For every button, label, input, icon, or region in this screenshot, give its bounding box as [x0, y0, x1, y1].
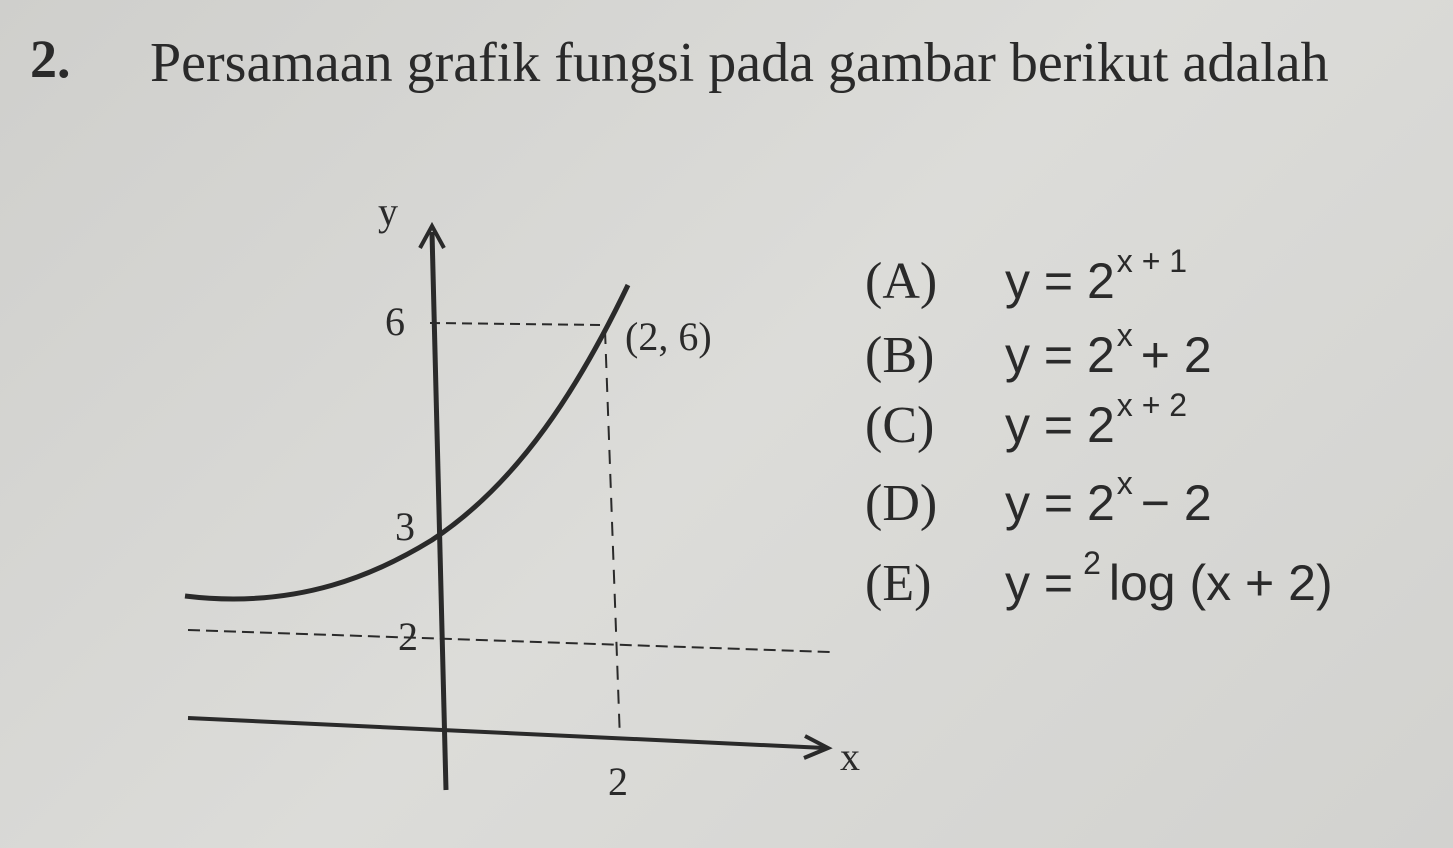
- option-letter: (D): [865, 475, 937, 532]
- equation-rest: − 2: [1141, 475, 1212, 531]
- tick-label: 2: [398, 614, 418, 659]
- equation-base: y = 2: [1005, 327, 1115, 383]
- options: (A) y = 2x + 1(B) y = 2x + 2(C) y = 2x + 2(D…: [865, 243, 1333, 612]
- x-axis: [187, 716, 826, 750]
- option-letter: (A): [865, 253, 937, 310]
- equation-sup: x: [1117, 465, 1133, 501]
- equation-base: y = 2: [1005, 253, 1115, 309]
- option-letter: (C): [865, 397, 934, 454]
- y-axis: [429, 231, 449, 791]
- equation-rest: log (x + 2): [1109, 555, 1333, 611]
- equation-sup: x: [1117, 317, 1133, 353]
- option-letter: (E): [865, 555, 931, 612]
- equation-base: y = 2: [1005, 475, 1115, 531]
- y-arrow: [418, 221, 446, 249]
- equation-rest: + 2: [1141, 327, 1212, 383]
- curve: [184, 283, 631, 602]
- dash-x2: [604, 329, 621, 741]
- option-letter: (B): [865, 327, 934, 384]
- point-label: (2, 6): [625, 314, 712, 359]
- equation-base: y =: [1005, 555, 1073, 611]
- option-equation: y = 2x + 1: [1005, 243, 1187, 309]
- x-axis-label: x: [840, 734, 860, 779]
- equation-sup: x + 1: [1117, 243, 1187, 279]
- y-axis-label: y: [378, 189, 398, 234]
- equation-sup: 2: [1083, 545, 1101, 581]
- graph-lines: [184, 221, 833, 791]
- asymptote: [187, 629, 831, 653]
- question-number: 2.: [30, 29, 71, 89]
- equation-base: y = 2: [1005, 397, 1115, 453]
- tick-label: 3: [395, 504, 415, 549]
- option-equation: y = 2x − 2: [1005, 465, 1212, 531]
- x-arrow: [803, 734, 833, 760]
- tick-label: 6: [385, 299, 405, 344]
- equation-sup: x + 2: [1117, 387, 1187, 423]
- tick-label: 2: [608, 759, 628, 804]
- dash-6: [429, 322, 606, 326]
- option-equation: y = 2x + 2: [1005, 317, 1212, 383]
- option-equation: y = 2 log (x + 2): [1005, 545, 1333, 611]
- question-text: Persamaan grafik fungsi pada gambar beri…: [150, 32, 1329, 94]
- option-equation: y = 2x + 2: [1005, 387, 1187, 453]
